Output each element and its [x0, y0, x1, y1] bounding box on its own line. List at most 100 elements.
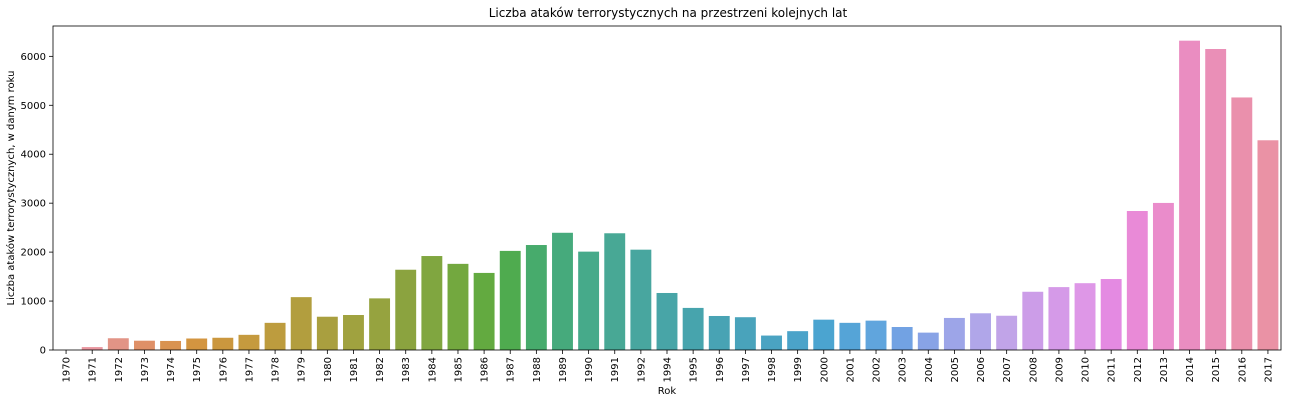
bar-1983	[395, 269, 417, 350]
bar-1998	[761, 335, 782, 350]
x-tick-label: 1974	[166, 357, 177, 382]
bar-2008	[1022, 291, 1044, 350]
bar-2013	[1152, 202, 1174, 350]
x-tick-label: 2002	[872, 357, 883, 382]
bar-1984	[421, 256, 443, 350]
x-tick-label: 1979	[297, 357, 308, 382]
bar-1977	[238, 334, 260, 350]
x-tick-label: 1980	[323, 357, 334, 382]
bar-1980	[316, 316, 338, 350]
y-tick-label: 1000	[21, 297, 46, 308]
x-tick-label: 1995	[689, 357, 700, 382]
bar-2001	[839, 322, 861, 350]
bar-1985	[447, 263, 469, 350]
x-tick-label: 1977	[244, 357, 255, 382]
x-tick-label: 2013	[1159, 357, 1170, 382]
bar-1982	[369, 298, 391, 350]
x-tick-label: 1987	[506, 357, 517, 382]
bar-2004	[917, 332, 939, 350]
bar-1995	[682, 307, 704, 350]
bar-1978	[264, 322, 286, 350]
bar-2005	[943, 317, 965, 350]
x-tick-label: 2015	[1211, 357, 1222, 382]
y-tick-label: 3000	[21, 199, 46, 210]
x-tick-label: 1981	[349, 357, 360, 382]
x-tick-label: 2012	[1133, 357, 1144, 382]
bar-2009	[1048, 287, 1070, 350]
bar-1997	[734, 317, 756, 350]
x-tick-label: 1984	[427, 357, 438, 382]
x-tick-label: 1989	[558, 357, 569, 382]
bar-1999	[787, 331, 809, 350]
x-tick-label: 1994	[663, 357, 674, 382]
x-tick-label: 1998	[767, 357, 778, 382]
bar-2006	[970, 313, 991, 350]
bar-1974	[160, 340, 182, 350]
x-tick-label: 1996	[715, 357, 726, 382]
x-tick-label: 1971	[88, 357, 99, 382]
bar-2012	[1126, 211, 1148, 350]
y-tick-label: 5000	[21, 101, 46, 112]
bar-2016	[1231, 97, 1253, 351]
bar-1994	[656, 292, 678, 350]
x-tick-label: 1997	[741, 357, 752, 382]
x-tick-label: 2011	[1107, 357, 1118, 382]
x-tick-label: 1975	[192, 357, 203, 382]
bar-1987	[499, 250, 521, 350]
x-tick-label: 2001	[845, 357, 856, 382]
x-tick-label: 1982	[375, 357, 386, 382]
x-tick-label: 1972	[114, 357, 125, 382]
x-tick-label: 2014	[1185, 357, 1196, 382]
bar-1986	[473, 272, 495, 350]
bar-1991	[604, 233, 626, 350]
bar-1973	[134, 340, 155, 350]
x-tick-label: 1988	[532, 357, 543, 382]
bar-1975	[186, 338, 208, 350]
bar-1990	[578, 251, 600, 350]
x-tick-label: 2008	[1028, 357, 1039, 382]
x-tick-label: 2003	[898, 357, 909, 382]
x-tick-label: 1992	[636, 357, 647, 382]
bar-1988	[525, 245, 547, 350]
y-tick-label: 0	[40, 346, 46, 357]
x-axis: 1970 1971 1972 1973 1974 1975 1976 1977 1978 1979…	[62, 350, 1274, 382]
x-tick-label: 1983	[401, 357, 412, 382]
bar-2017	[1257, 140, 1279, 350]
x-tick-label: 2005	[950, 357, 961, 382]
bar-2015	[1205, 49, 1227, 350]
x-tick-label: 1970	[62, 357, 73, 382]
bar-1989	[552, 232, 573, 350]
bar-1981	[343, 315, 364, 350]
bar-2003	[891, 327, 913, 350]
y-tick-label: 6000	[21, 52, 46, 63]
x-tick-label: 2017	[1263, 357, 1274, 382]
y-axis: 0 1000 2000 3000 4000 5000 6000	[21, 52, 53, 357]
bar-2014	[1179, 40, 1200, 351]
bar-1972	[107, 338, 129, 350]
x-tick-label: 1976	[218, 357, 229, 382]
bar-1996	[708, 315, 730, 350]
x-tick-label: 1991	[610, 357, 621, 382]
x-tick-label: 1990	[584, 357, 595, 382]
bar-1976	[212, 337, 234, 350]
x-tick-label: 2007	[1002, 357, 1013, 382]
bar-1979	[290, 297, 312, 350]
x-tick-label: 2010	[1081, 357, 1092, 382]
y-axis-label: Liczba ataków terrorystycznych, w danym …	[5, 71, 17, 306]
x-tick-label: 2000	[819, 357, 830, 382]
y-tick-label: 4000	[21, 150, 46, 161]
bar-1992	[630, 249, 652, 350]
bar-2011	[1100, 279, 1122, 350]
x-tick-label: 2016	[1237, 357, 1248, 382]
x-tick-label: 2006	[976, 357, 987, 382]
x-tick-label: 2009	[1054, 357, 1065, 382]
bars-group	[81, 40, 1279, 351]
x-tick-label: 1978	[271, 357, 282, 382]
x-axis-label: Rok	[658, 386, 677, 397]
x-tick-label: 1999	[793, 357, 804, 382]
bar-2007	[996, 315, 1018, 350]
y-tick-label: 2000	[21, 248, 46, 259]
x-tick-label: 1973	[140, 357, 151, 382]
bar-2002	[865, 320, 887, 350]
